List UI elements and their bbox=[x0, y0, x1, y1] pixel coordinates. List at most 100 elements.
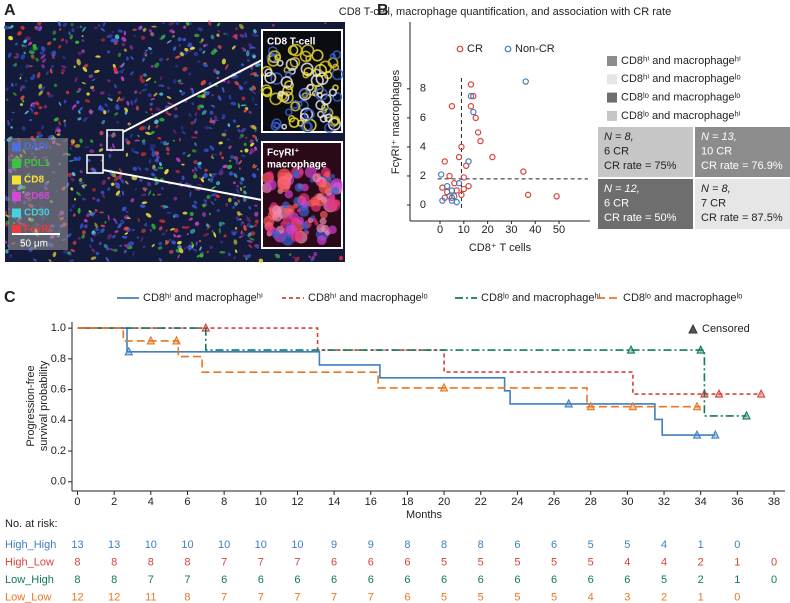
tissue-speck bbox=[228, 171, 234, 176]
tissue-speck bbox=[117, 29, 124, 33]
inset-cell bbox=[277, 168, 292, 183]
tissue-speck bbox=[46, 91, 51, 96]
y-tick-label: 0.2 bbox=[51, 445, 66, 457]
inset-cell bbox=[305, 230, 310, 235]
tissue-speck bbox=[173, 114, 179, 118]
tissue-speck bbox=[24, 110, 29, 115]
quadrant-cell bbox=[598, 179, 693, 229]
tissue-speck bbox=[3, 25, 9, 30]
tissue-speck bbox=[179, 51, 185, 57]
quadrant-cell-text: N = 13, bbox=[701, 131, 737, 143]
x-tick-label: 24 bbox=[511, 496, 523, 508]
tissue-speck bbox=[215, 70, 220, 75]
tissue-speck bbox=[24, 79, 28, 83]
tissue-speck bbox=[236, 125, 240, 128]
tissue-speck bbox=[102, 21, 106, 27]
tissue-speck bbox=[52, 30, 57, 35]
risk-count: 3 bbox=[624, 591, 630, 603]
zoom-line bbox=[122, 59, 263, 133]
x-axis-label: Months bbox=[406, 509, 443, 521]
inset-label: FcγRI⁺ bbox=[267, 148, 300, 159]
tissue-speck bbox=[234, 226, 238, 230]
tissue-speck bbox=[243, 81, 248, 85]
tissue-speck bbox=[167, 102, 173, 106]
tissue-speck bbox=[35, 57, 39, 62]
tissue-speck bbox=[249, 125, 252, 128]
y-tick-label: 0.8 bbox=[51, 353, 66, 365]
y-tick-label: 0 bbox=[420, 199, 426, 211]
tissue-speck bbox=[123, 243, 130, 248]
tissue-speck bbox=[121, 206, 127, 212]
tissue-speck bbox=[191, 241, 194, 246]
tissue-speck bbox=[10, 118, 14, 121]
scatter-point bbox=[465, 182, 472, 190]
tissue-speck bbox=[74, 143, 81, 148]
tissue-speck bbox=[90, 237, 94, 243]
tissue-speck bbox=[233, 256, 236, 260]
tissue-speck bbox=[213, 232, 217, 238]
tissue-speck bbox=[190, 21, 193, 26]
tissue-speck bbox=[251, 165, 255, 169]
tissue-speck bbox=[99, 211, 104, 214]
tissue-speck bbox=[218, 221, 223, 227]
tissue-speck bbox=[177, 37, 182, 42]
x-tick-label: 26 bbox=[548, 496, 560, 508]
tissue-speck bbox=[213, 49, 218, 53]
tissue-speck bbox=[150, 65, 154, 68]
risk-count: 1 bbox=[734, 556, 740, 568]
tissue-speck bbox=[6, 98, 9, 102]
risk-count: 8 bbox=[184, 591, 190, 603]
tissue-speck bbox=[28, 50, 35, 55]
tissue-speck bbox=[112, 38, 119, 43]
tissue-speck bbox=[237, 103, 241, 109]
inset-cell bbox=[323, 70, 333, 80]
tissue-speck bbox=[28, 64, 33, 68]
inset-cell bbox=[329, 53, 336, 60]
tissue-speck bbox=[130, 133, 133, 138]
tissue-speck bbox=[182, 66, 188, 72]
tissue-speck bbox=[249, 139, 254, 144]
inset-cell bbox=[303, 108, 315, 120]
tissue-speck bbox=[58, 44, 62, 49]
tissue-speck bbox=[91, 78, 96, 82]
tissue-speck bbox=[234, 156, 239, 160]
tissue-speck bbox=[172, 35, 175, 38]
tissue-speck bbox=[114, 220, 118, 225]
scatter-point bbox=[439, 197, 446, 204]
tissue-speck bbox=[248, 43, 252, 47]
tissue-speck bbox=[166, 152, 170, 155]
risk-count: 9 bbox=[331, 539, 337, 551]
tissue-speck bbox=[139, 126, 145, 131]
risk-count: 10 bbox=[255, 539, 267, 551]
x-axis-label: CD8⁺ T cells bbox=[469, 242, 532, 254]
tissue-speck bbox=[113, 176, 119, 182]
scatter-point bbox=[441, 158, 448, 165]
tissue-speck bbox=[21, 126, 26, 131]
tissue-speck bbox=[249, 225, 254, 228]
channel-swatch bbox=[12, 142, 21, 152]
tissue-speck bbox=[165, 229, 168, 232]
tissue-speck bbox=[203, 172, 208, 179]
tissue-speck bbox=[142, 245, 146, 249]
tissue-speck bbox=[192, 248, 198, 252]
tissue-speck bbox=[175, 170, 180, 174]
tissue-speck bbox=[77, 117, 82, 121]
tissue-speck bbox=[131, 148, 135, 153]
risk-count: 10 bbox=[181, 539, 193, 551]
tissue-speck bbox=[130, 100, 134, 106]
tissue-speck bbox=[84, 63, 89, 68]
tissue-speck bbox=[37, 134, 44, 138]
tissue-speck bbox=[221, 156, 224, 160]
tissue-speck bbox=[79, 223, 84, 229]
tissue-speck bbox=[246, 59, 250, 62]
inset-cell bbox=[265, 179, 277, 191]
censor-marker bbox=[742, 410, 751, 420]
tissue-speck bbox=[89, 149, 95, 154]
tissue-speck bbox=[149, 147, 155, 152]
tissue-speck bbox=[107, 50, 110, 54]
tissue-speck bbox=[125, 56, 129, 61]
tissue-speck bbox=[173, 213, 180, 218]
tissue-speck bbox=[206, 225, 212, 230]
tissue-speck bbox=[98, 148, 104, 152]
inset-cell bbox=[282, 216, 291, 225]
